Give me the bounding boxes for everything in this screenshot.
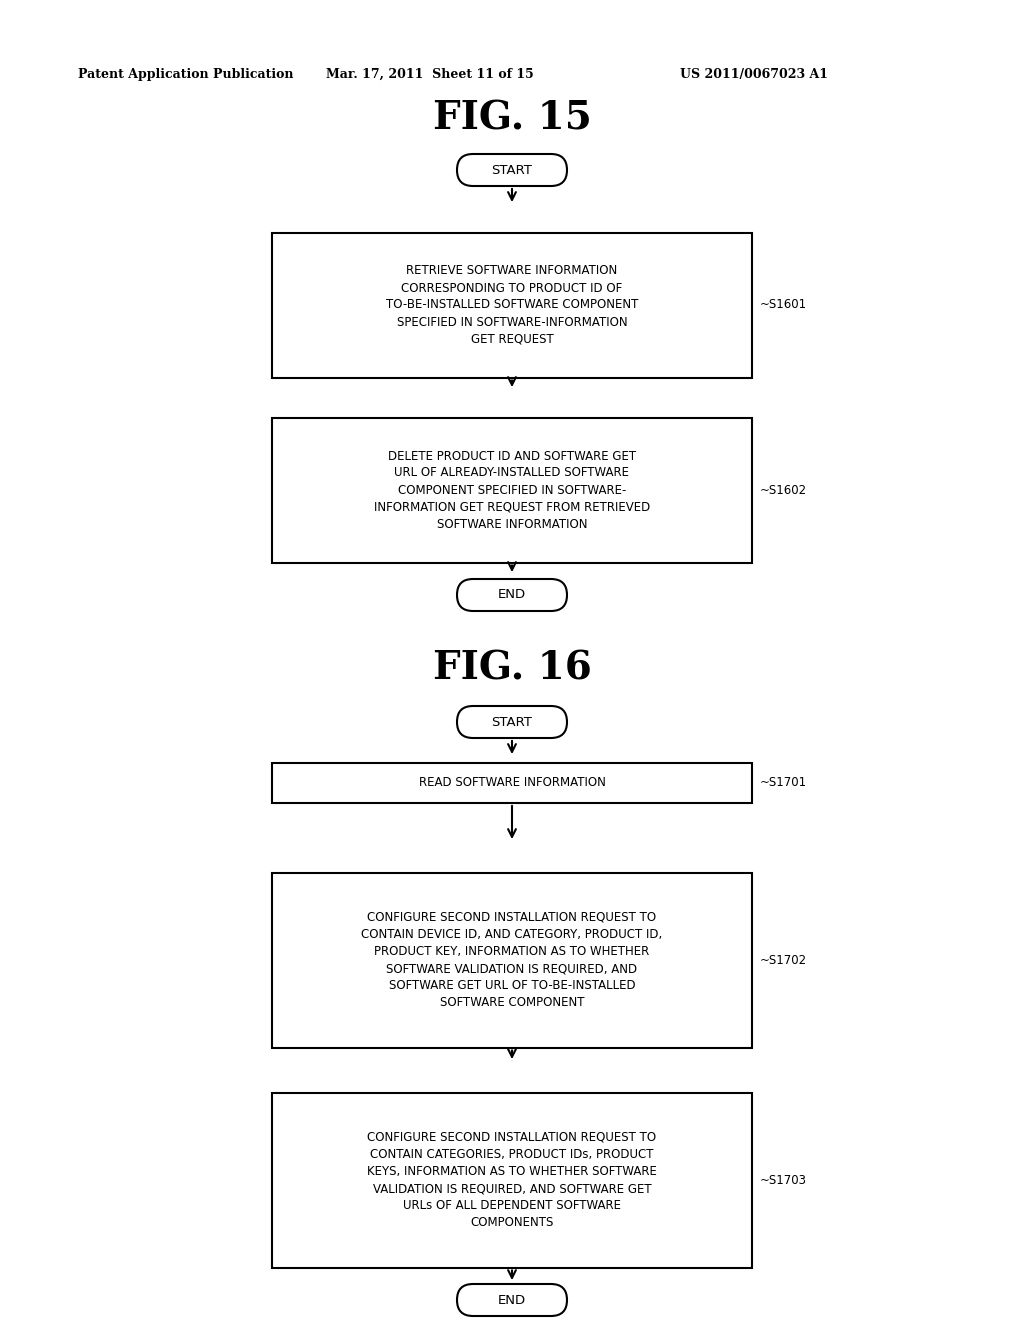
Bar bbox=[272, 763, 752, 803]
Text: Patent Application Publication: Patent Application Publication bbox=[78, 69, 294, 81]
Text: ~S1702: ~S1702 bbox=[760, 953, 807, 966]
FancyBboxPatch shape bbox=[457, 154, 567, 186]
Text: READ SOFTWARE INFORMATION: READ SOFTWARE INFORMATION bbox=[419, 776, 605, 789]
Text: FIG. 15: FIG. 15 bbox=[432, 100, 592, 139]
Bar bbox=[272, 232, 752, 378]
Text: ~S1703: ~S1703 bbox=[760, 1173, 807, 1187]
FancyBboxPatch shape bbox=[457, 706, 567, 738]
Text: ~S1701: ~S1701 bbox=[760, 776, 807, 789]
Text: ~S1601: ~S1601 bbox=[760, 298, 807, 312]
Bar bbox=[272, 417, 752, 562]
Text: FIG. 16: FIG. 16 bbox=[432, 649, 592, 688]
Text: US 2011/0067023 A1: US 2011/0067023 A1 bbox=[680, 69, 828, 81]
FancyBboxPatch shape bbox=[457, 1284, 567, 1316]
Text: CONFIGURE SECOND INSTALLATION REQUEST TO
CONTAIN CATEGORIES, PRODUCT IDs, PRODUC: CONFIGURE SECOND INSTALLATION REQUEST TO… bbox=[367, 1131, 657, 1229]
Text: DELETE PRODUCT ID AND SOFTWARE GET
URL OF ALREADY-INSTALLED SOFTWARE
COMPONENT S: DELETE PRODUCT ID AND SOFTWARE GET URL O… bbox=[374, 450, 650, 531]
Text: START: START bbox=[492, 164, 532, 177]
Text: END: END bbox=[498, 589, 526, 602]
Text: END: END bbox=[498, 1294, 526, 1307]
Text: START: START bbox=[492, 715, 532, 729]
FancyBboxPatch shape bbox=[457, 579, 567, 611]
Bar bbox=[272, 873, 752, 1048]
Text: Mar. 17, 2011  Sheet 11 of 15: Mar. 17, 2011 Sheet 11 of 15 bbox=[326, 69, 534, 81]
Bar bbox=[272, 1093, 752, 1267]
Text: CONFIGURE SECOND INSTALLATION REQUEST TO
CONTAIN DEVICE ID, AND CATEGORY, PRODUC: CONFIGURE SECOND INSTALLATION REQUEST TO… bbox=[361, 911, 663, 1008]
Text: ~S1602: ~S1602 bbox=[760, 483, 807, 496]
Text: RETRIEVE SOFTWARE INFORMATION
CORRESPONDING TO PRODUCT ID OF
TO-BE-INSTALLED SOF: RETRIEVE SOFTWARE INFORMATION CORRESPOND… bbox=[386, 264, 638, 346]
